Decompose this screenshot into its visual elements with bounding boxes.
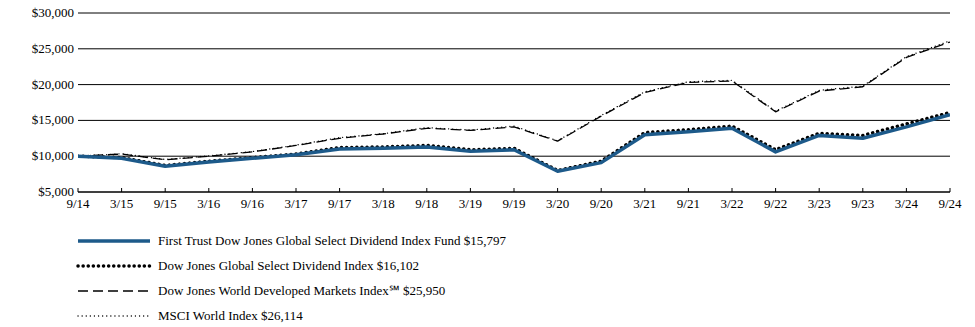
x-tick	[775, 188, 776, 192]
x-tick	[688, 188, 689, 192]
legend-label: MSCI World Index $26,114	[158, 308, 303, 323]
y-tick-label: $15,000	[32, 112, 74, 127]
plot-lines	[78, 41, 950, 171]
x-tick-label: 9/18	[415, 196, 438, 211]
x-tick	[514, 188, 515, 192]
series-line	[78, 113, 950, 171]
x-tick	[296, 188, 297, 192]
x-tick-label: 9/17	[328, 196, 352, 211]
x-tick	[78, 188, 79, 192]
x-tick	[165, 188, 166, 192]
x-tick-label: 9/15	[154, 196, 177, 211]
x-tick-label: 9/22	[764, 196, 787, 211]
x-tick-label: 3/15	[110, 196, 133, 211]
x-tick-label: 9/24	[938, 196, 962, 211]
x-tick-label: 9/16	[241, 196, 265, 211]
chart: $5,000$10,000$15,000$20,000$25,000$30,00…	[0, 0, 975, 327]
x-tick-label: 9/23	[851, 196, 874, 211]
x-tick-label: 3/17	[284, 196, 308, 211]
series-line	[78, 115, 950, 172]
x-tick	[950, 188, 951, 192]
legend-label: Dow Jones World Developed Markets Index℠…	[158, 283, 445, 298]
x-tick	[557, 188, 558, 192]
x-tick-label: 3/16	[197, 196, 221, 211]
x-tick	[252, 188, 253, 192]
x-tick	[121, 188, 122, 192]
grid-line	[78, 120, 950, 121]
y-tick-label: $25,000	[32, 41, 74, 56]
x-tick-label: 9/20	[590, 196, 613, 211]
x-tick-label: 3/23	[808, 196, 831, 211]
legend-label: Dow Jones Global Select Dividend Index $…	[158, 258, 419, 273]
x-tick	[339, 188, 340, 192]
series-line	[78, 42, 950, 160]
grid-line	[78, 48, 950, 49]
x-tick-label: 9/19	[502, 196, 525, 211]
grid-line	[78, 84, 950, 85]
x-tick-label: 9/21	[677, 196, 700, 211]
x-tick	[862, 188, 863, 192]
x-tick-label: 3/20	[546, 196, 569, 211]
legend-swatch	[78, 239, 150, 243]
x-tick-label: 3/21	[633, 196, 656, 211]
x-tick	[601, 188, 602, 192]
x-tick	[470, 188, 471, 192]
legend-label: First Trust Dow Jones Global Select Divi…	[158, 233, 507, 248]
x-tick	[383, 188, 384, 192]
x-tick	[732, 188, 733, 192]
y-tick-label: $10,000	[32, 148, 74, 163]
legend-swatch	[78, 264, 150, 268]
x-tick-label: 3/18	[372, 196, 395, 211]
x-tick-label: 3/19	[459, 196, 482, 211]
x-tick	[644, 188, 645, 192]
x-tick-label: 9/14	[66, 196, 90, 211]
x-tick-label: 3/22	[720, 196, 743, 211]
y-tick-label: $20,000	[32, 77, 74, 92]
legend-swatch	[78, 290, 150, 291]
grid-line	[78, 13, 950, 14]
x-tick	[208, 188, 209, 192]
x-tick-label: 3/24	[895, 196, 919, 211]
x-tick	[906, 188, 907, 192]
x-tick	[426, 188, 427, 192]
series-line	[78, 41, 950, 160]
legend-swatch	[78, 315, 150, 316]
y-tick-label: $30,000	[32, 5, 74, 20]
x-tick	[819, 188, 820, 192]
